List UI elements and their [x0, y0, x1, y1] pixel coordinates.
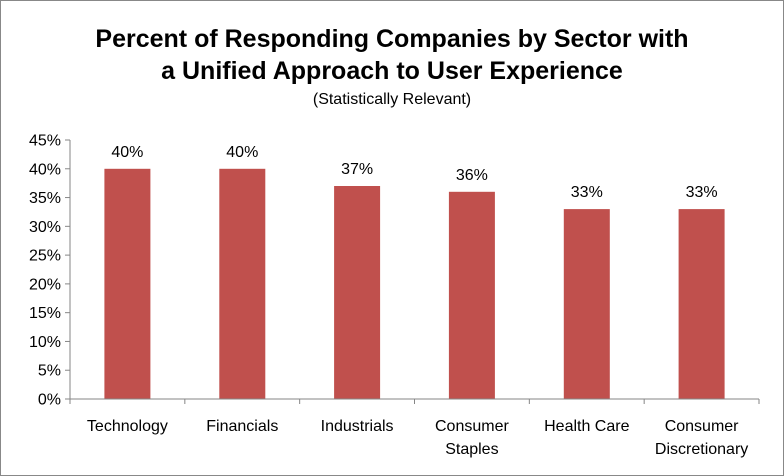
y-tick-label: 25%	[29, 248, 61, 265]
chart-title-line-1: Percent of Responding Companies by Secto…	[95, 25, 689, 53]
category-label: Industrials	[321, 418, 394, 435]
chart-subtitle: (Statistically Relevant)	[312, 91, 472, 108]
bar-technology	[104, 168, 151, 399]
category-label: Financials	[206, 418, 278, 435]
category-label-line: Health Care	[544, 418, 629, 435]
category-label-line: Consumer	[435, 418, 509, 435]
category-label: Consumer Discretionary	[655, 418, 748, 458]
bar-consumer-staples	[448, 191, 495, 399]
category-label: Technology	[87, 418, 168, 435]
y-tick-label: 0%	[38, 392, 61, 409]
category-label: Health Care	[544, 418, 629, 435]
category-label-line: Staples	[445, 441, 498, 458]
data-label: 33%	[686, 184, 718, 201]
data-label: 33%	[571, 184, 603, 201]
category-label-line: Discretionary	[655, 441, 748, 458]
bar-health-care	[563, 209, 610, 399]
y-tick-label: 30%	[29, 219, 61, 236]
y-tick-label: 15%	[29, 305, 61, 322]
data-label: 37%	[341, 161, 373, 178]
chart-title: Percent of Responding Companies by Secto…	[1, 23, 783, 87]
category-label-line: Financials	[206, 418, 278, 435]
y-tick-label: 20%	[29, 276, 61, 293]
category-label-line: Technology	[87, 418, 168, 435]
category-label-line: Consumer	[665, 418, 739, 435]
y-tick-label: 10%	[29, 334, 61, 351]
category-label-line: Industrials	[321, 418, 394, 435]
y-tick-label: 40%	[29, 161, 61, 178]
chart-title-line-2: a Unified Approach to User Experience	[161, 57, 623, 85]
y-tick-label: 45%	[29, 133, 61, 150]
data-label: 36%	[456, 167, 488, 184]
bar-industrials	[334, 186, 381, 399]
data-label: 40%	[226, 144, 258, 161]
category-label: Consumer Staples	[435, 418, 509, 458]
y-tick-label: 5%	[38, 363, 61, 380]
y-tick-label: 35%	[29, 190, 61, 207]
data-label: 40%	[111, 144, 143, 161]
bar-consumer-discretionary	[678, 209, 725, 399]
bar-financials	[219, 168, 266, 399]
